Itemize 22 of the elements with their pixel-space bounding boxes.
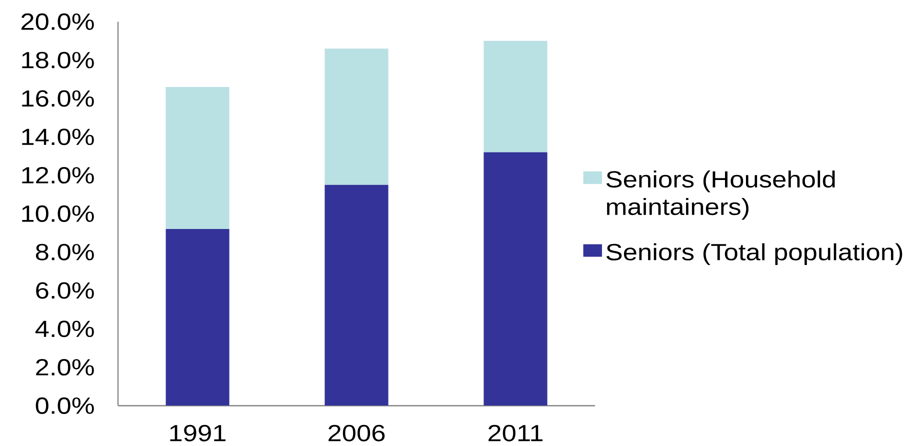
x-tick-label: 2011 [488,424,543,442]
bar [166,86,230,230]
bar [484,40,548,152]
legend-label: Seniors (Total population) [606,243,902,266]
bar [484,152,548,406]
y-tick-label: 16.0% [22,90,94,107]
y-tick-label: 14.0% [22,128,94,146]
y-tick-label: 12.0% [22,167,94,184]
y-tick-label: 0.0% [36,397,94,414]
bar [324,184,388,406]
bar [166,229,230,406]
x-tick-label: 1991 [170,424,226,442]
y-tick-label: 4.0% [35,320,94,338]
y-tick-label: 18.0% [22,52,94,68]
y-tick-label: 8.0% [36,244,94,260]
y-tick-label: 10.0% [22,205,94,222]
bar [324,48,388,185]
y-tick-label: 20.0% [21,13,94,30]
legend-label: Seniors (Household maintainers) [606,170,835,220]
y-tick-label: 2.0% [36,359,94,376]
x-tick-label: 2006 [328,424,385,442]
y-tick-label: 6.0% [36,282,94,299]
